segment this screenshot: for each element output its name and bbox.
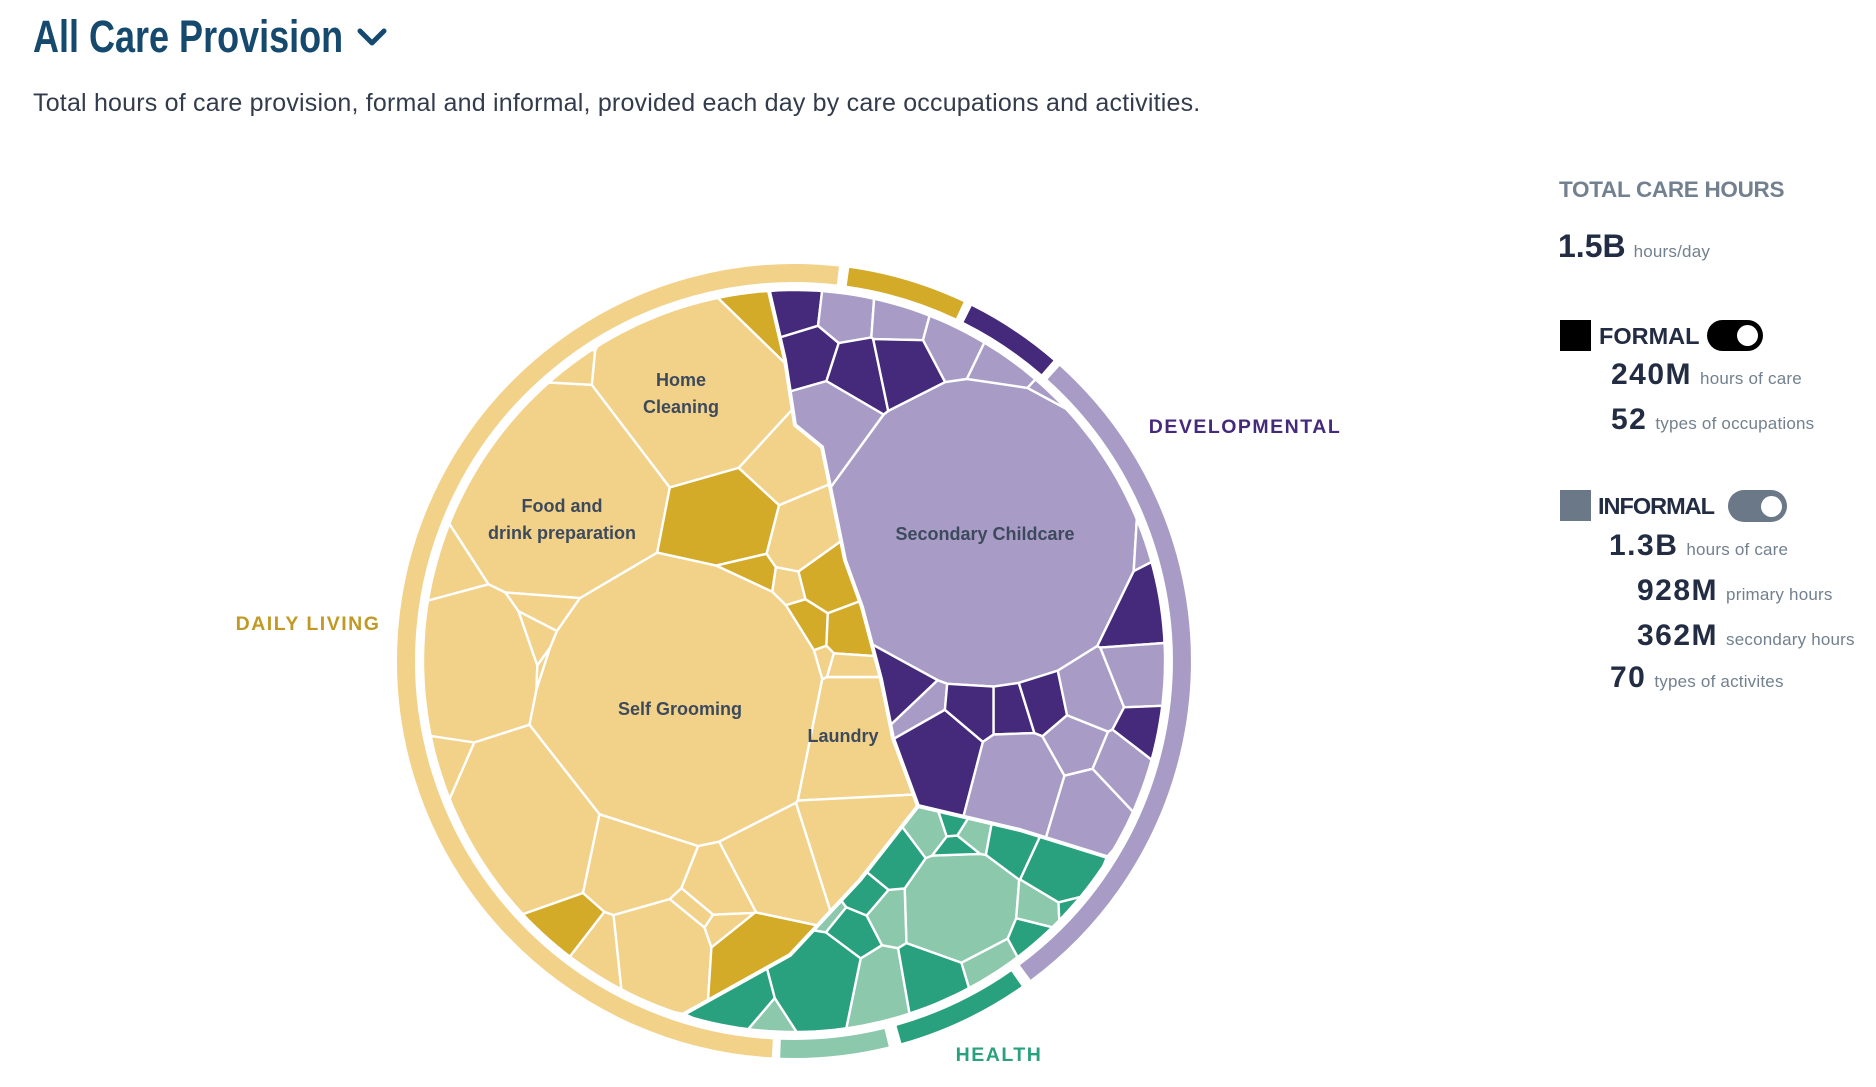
svg-text:DAILY LIVING: DAILY LIVING xyxy=(236,613,381,635)
svg-text:Self Grooming: Self Grooming xyxy=(618,699,742,719)
svg-text:drink preparation: drink preparation xyxy=(488,523,636,543)
svg-text:HEALTH: HEALTH xyxy=(956,1044,1043,1066)
svg-text:Home: Home xyxy=(656,370,706,390)
svg-text:Cleaning: Cleaning xyxy=(643,397,719,417)
svg-text:Secondary Childcare: Secondary Childcare xyxy=(895,524,1074,544)
svg-text:Laundry: Laundry xyxy=(807,726,878,746)
svg-text:Food and: Food and xyxy=(522,496,603,516)
svg-text:DEVELOPMENTAL: DEVELOPMENTAL xyxy=(1149,416,1341,438)
